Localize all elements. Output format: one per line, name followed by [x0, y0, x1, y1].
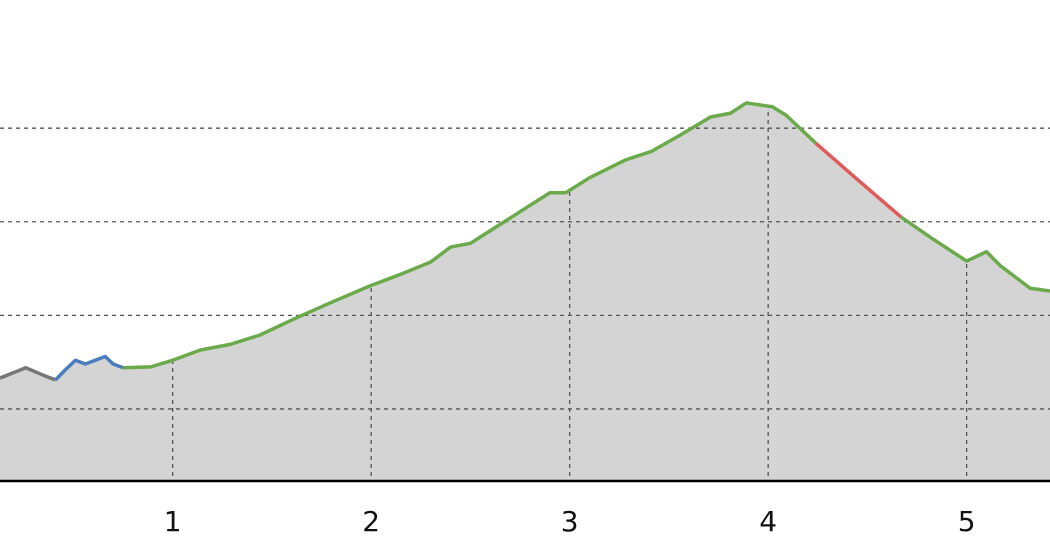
x-tick-label: 2 [362, 505, 380, 538]
profile-line [900, 215, 1050, 293]
profile-line [814, 141, 903, 219]
axis-layer: 1 2 3 4 5 [0, 479, 1050, 538]
profile-line [0, 366, 57, 382]
x-tick-label: 5 [958, 505, 976, 538]
profile-line [123, 101, 817, 370]
area [815, 142, 902, 482]
x-tick-label: 3 [561, 505, 579, 538]
area-layer [0, 102, 1050, 482]
x-tick-label: 4 [759, 505, 777, 538]
area [55, 355, 124, 482]
profile-line [54, 354, 124, 382]
x-tick-label: 1 [164, 505, 182, 538]
area [122, 102, 817, 482]
line-layer [0, 101, 1050, 382]
area [0, 367, 57, 482]
